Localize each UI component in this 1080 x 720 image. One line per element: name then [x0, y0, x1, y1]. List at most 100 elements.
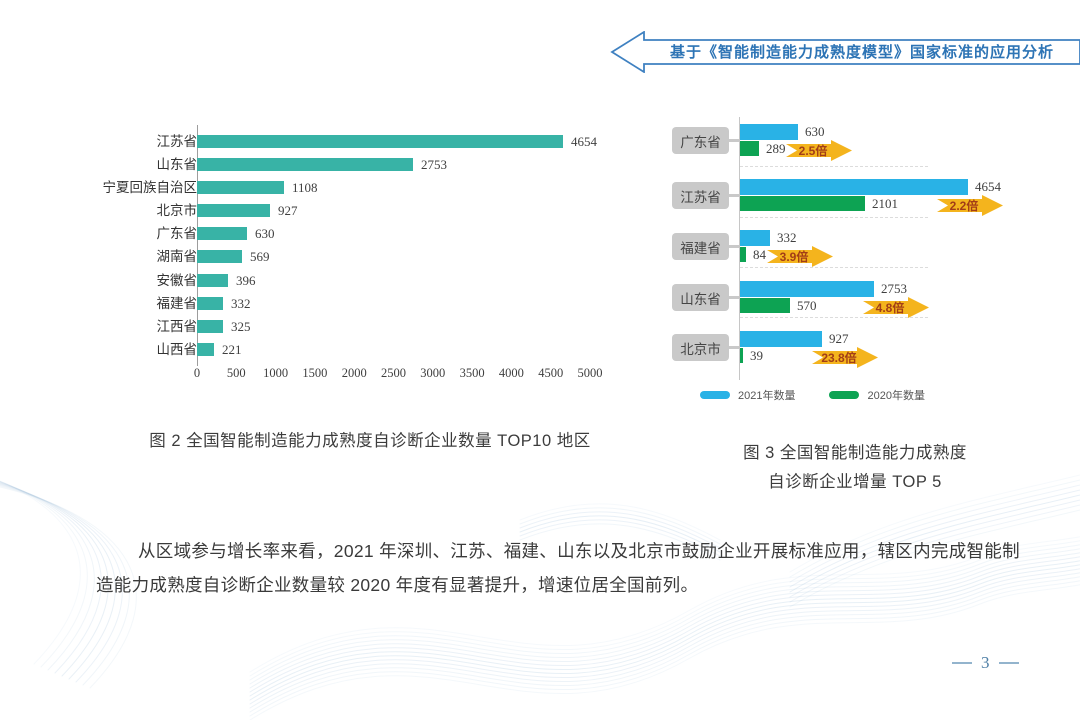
fig3-legend: 2021年数量 2020年数量	[700, 387, 959, 403]
fig3-value-label: 630	[805, 124, 825, 139]
fig2-bar	[197, 135, 563, 148]
fig3-caption-line2: 自诊断企业增量 TOP 5	[768, 473, 942, 491]
fig2-category-label: 北京市	[156, 203, 198, 219]
fig2-row: 广东省 630	[130, 222, 620, 245]
fig2-bar	[197, 227, 247, 241]
fig2-value-label: 221	[222, 341, 242, 357]
fig2-row: 江西省 325	[130, 315, 620, 338]
fig3-bar-2020	[740, 247, 746, 262]
fig3-category-label: 福建省	[672, 233, 739, 260]
fig3-growth-label: 2.2倍	[950, 198, 979, 213]
fig2-bar	[197, 319, 223, 333]
fig2-tick-label: 3000	[420, 366, 446, 380]
fig3-bar-2021	[740, 179, 968, 195]
fig3-separator-line	[740, 267, 928, 268]
fig3-bar-2021	[740, 230, 770, 246]
fig2-category-label: 广东省	[156, 226, 198, 242]
fig2-row: 山东省 2753	[130, 153, 620, 176]
fig3-value-label: 2101	[872, 196, 898, 211]
fig2-y-axis-line	[197, 125, 198, 366]
paragraph-line2: 造能力成熟度自诊断企业数量较 2020 年度有显著提升，增速位居全国前列。	[96, 575, 699, 595]
fig2-bar	[197, 204, 270, 218]
fig2-tick-label: 0	[193, 366, 201, 380]
fig3-caption-line1: 图 3 全国智能制造能力成熟度	[743, 444, 967, 462]
fig3-value-label: 332	[777, 230, 797, 245]
fig2-tick-label: 1500	[302, 366, 328, 380]
body-paragraph: 从区域参与增长率来看，2021 年深圳、江苏、福建、山东以及北京市鼓励企业开展标…	[96, 534, 1032, 602]
header-banner-title: 基于《智能制造能力成熟度模型》国家标准的应用分析	[669, 44, 1054, 61]
fig2-value-label: 630	[255, 226, 275, 242]
fig2-value-label: 325	[231, 318, 251, 334]
legend-swatch	[829, 391, 860, 399]
fig2-bar-chart: 江苏省 4654 山东省 2753 宁夏回族自治区 1108 北京市 927 广东省 630 湖南省…	[103, 125, 620, 400]
page-number-value: 3	[981, 653, 990, 672]
fig2-rows: 江苏省 4654 山东省 2753 宁夏回族自治区 1108 北京市 927 广东省 630 湖南省…	[103, 130, 620, 361]
fig3-bar-2020	[740, 298, 790, 313]
fig2-tick-label: 3500	[459, 366, 485, 380]
fig3-separator-line	[740, 217, 928, 218]
fig2-tick-label: 5000	[577, 366, 603, 380]
fig3-separator-line	[740, 317, 928, 318]
fig3-bar-2021	[740, 124, 798, 140]
fig2-bar	[197, 181, 284, 195]
fig3-bar-2020	[740, 348, 743, 363]
page-number-dash-right	[998, 662, 1019, 664]
fig3-category-label: 江苏省	[672, 182, 739, 209]
fig3-axis-line	[739, 117, 740, 380]
fig3-separator-line	[740, 166, 928, 167]
fig3-value-label: 927	[829, 331, 849, 346]
fig2-tick-label: 4000	[498, 366, 524, 380]
fig3-growth-label: 3.9倍	[780, 249, 809, 264]
page-number: 3	[952, 653, 1019, 673]
fig2-row: 福建省 332	[130, 292, 620, 315]
fig3-value-label: 2753	[881, 281, 907, 296]
fig2-row: 湖南省 569	[130, 245, 620, 268]
legend-label: 2020年数量	[867, 390, 925, 402]
fig2-tick-label: 1000	[263, 366, 289, 380]
fig2-value-label: 569	[250, 249, 270, 265]
fig3-bar-2021	[740, 281, 874, 297]
fig3-value-label: 570	[797, 298, 817, 313]
paragraph-line1: 从区域参与增长率来看，2021 年深圳、江苏、福建、山东以及北京市鼓励企业开展标…	[138, 541, 1020, 561]
fig2-bar	[197, 296, 223, 310]
fig2-row: 山西省 221	[130, 338, 620, 361]
fig2-bar	[197, 273, 228, 287]
fig2-category-label: 江西省	[156, 318, 198, 334]
fig2-category-label: 山西省	[156, 341, 198, 357]
fig3-caption: 图 3 全国智能制造能力成熟度 自诊断企业增量 TOP 5	[700, 439, 1010, 497]
fig2-value-label: 4654	[571, 134, 597, 149]
fig3-growth-label: 4.8倍	[876, 300, 905, 315]
fig2-value-label: 927	[278, 203, 298, 219]
fig3-bar-2020	[740, 141, 759, 156]
fig3-growth-arrow: 4.8倍	[863, 297, 929, 318]
fig2-tick-label: 4500	[538, 366, 564, 380]
fig3-growth-label: 2.5倍	[799, 143, 828, 158]
fig3-category-label: 北京市	[672, 334, 739, 361]
fig3-growth-label: 23.8倍	[821, 350, 856, 365]
fig2-caption: 图 2 全国智能制造能力成熟度自诊断企业数量 TOP10 地区	[149, 432, 591, 450]
fig3-growth-arrow: 23.8倍	[812, 347, 878, 368]
fig2-value-label: 332	[231, 295, 251, 311]
header-banner-arrow	[610, 31, 1080, 73]
fig2-value-label: 1108	[292, 180, 318, 196]
fig2-value-label: 2753	[421, 157, 447, 173]
fig2-value-label: 396	[236, 272, 256, 288]
fig3-growth-arrow: 2.5倍	[786, 140, 852, 161]
fig2-category-label: 江苏省	[156, 134, 198, 149]
fig3-value-label: 39	[750, 348, 763, 363]
fig2-bar	[197, 158, 413, 172]
fig2-tick-label: 2000	[341, 366, 367, 380]
fig3-category-label: 山东省	[672, 284, 739, 311]
fig3-category-label: 广东省	[672, 127, 739, 154]
fig2-bar	[197, 250, 242, 264]
fig2-row: 北京市 927	[130, 199, 620, 222]
fig3-bar-2021	[740, 331, 822, 347]
fig2-row: 江苏省 4654	[130, 130, 620, 153]
legend-label: 2021年数量	[738, 390, 796, 402]
fig3-bar-chart: 广东省 630 289 2.5倍 江苏省 4654 2101 2.2倍 福建省 332 84 3.9倍…	[660, 115, 1080, 415]
fig2-bar	[197, 342, 214, 356]
fig2-row: 安徽省 396	[130, 269, 620, 292]
fig3-value-label: 4654	[975, 179, 1001, 194]
fig2-category-label: 山东省	[156, 157, 198, 173]
